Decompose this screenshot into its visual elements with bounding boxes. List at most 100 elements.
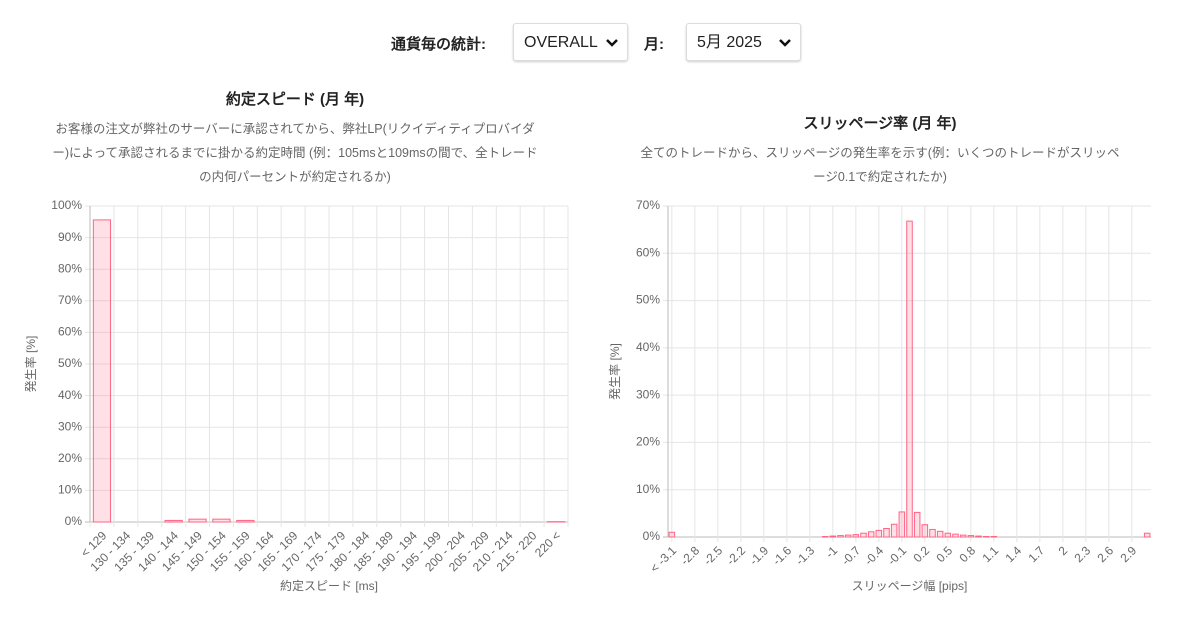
x-tick-label: 200 - 204 — [422, 528, 468, 574]
y-tick-label: 30% — [58, 419, 82, 433]
x-tick-label: 2 — [1056, 543, 1071, 558]
x-tick-label: 185 - 189 — [350, 528, 396, 574]
y-tick-label: 80% — [58, 261, 82, 275]
y-tick-label: 0% — [643, 529, 661, 543]
chart-title: スリッページ率 (月 年) — [803, 115, 957, 132]
x-tick-label: 195 - 199 — [398, 528, 444, 574]
x-tick-label: 1.4 — [1002, 543, 1024, 565]
y-tick-label: 20% — [58, 451, 82, 465]
x-tick-label: -0.7 — [839, 543, 864, 568]
x-tick-label: 155 - 159 — [207, 528, 253, 574]
bar — [975, 535, 982, 538]
currency-select[interactable]: OVERALL — [513, 23, 628, 61]
x-tick-label: 210 - 214 — [470, 528, 516, 574]
month-select[interactable]: 5月 2025 — [686, 23, 801, 61]
x-tick-label: 0.8 — [956, 543, 978, 565]
month-value: 5月 2025 — [697, 34, 762, 51]
x-axis-label: 約定スピード [ms] — [280, 578, 378, 593]
chevron — [779, 39, 791, 47]
bar — [829, 535, 837, 538]
bar — [867, 531, 875, 538]
y-tick-label: 50% — [636, 293, 660, 307]
bar — [844, 534, 852, 538]
y-tick-label: 70% — [636, 198, 660, 212]
x-tick-label: 180 - 184 — [326, 528, 372, 574]
x-tick-label: 0.2 — [910, 543, 932, 565]
y-tick-label: 100% — [51, 198, 82, 212]
y-tick-label: 70% — [58, 293, 82, 307]
bar — [952, 533, 959, 538]
bar — [898, 511, 906, 538]
x-axis-label: スリッページ幅 [pips] — [852, 578, 968, 593]
x-tick-label: 205 - 209 — [446, 528, 492, 574]
x-tick-label: 135 - 139 — [111, 528, 157, 574]
x-tick-label: -2.8 — [678, 543, 703, 568]
bar — [875, 529, 883, 538]
bar — [212, 518, 231, 523]
x-tick-label: -1 — [823, 543, 841, 561]
x-tick-label: 2.3 — [1071, 543, 1093, 565]
bar — [967, 535, 975, 538]
bar — [837, 535, 844, 538]
bar — [906, 220, 913, 538]
x-tick-label: 150 - 154 — [183, 528, 229, 574]
chart-subtitle: 全てのトレードから、スリッページの発生率を示す(例：いくつのトレードがスリッペー… — [640, 146, 1120, 184]
x-tick-label: 130 - 134 — [87, 528, 133, 574]
bar — [188, 518, 207, 523]
y-tick-label: 90% — [58, 230, 82, 244]
currency-label: 通貨毎の統計: — [391, 36, 486, 53]
y-axis-label: 発生率 [%] — [607, 343, 622, 400]
bar — [852, 534, 860, 538]
x-tick-label: < -3.1 — [647, 543, 679, 575]
y-tick-label: 60% — [636, 245, 660, 259]
x-tick-label: < 129 — [78, 528, 110, 560]
month-label: 月: — [644, 36, 664, 53]
x-tick-label: 175 - 179 — [303, 528, 349, 574]
x-tick-label: -1.3 — [793, 543, 818, 568]
bar — [936, 530, 944, 538]
x-tick-label: 0.5 — [933, 543, 955, 565]
y-tick-label: 60% — [58, 325, 82, 339]
x-tick-label: 2.9 — [1117, 543, 1139, 565]
bar — [860, 532, 867, 538]
x-tick-label: -0.1 — [885, 543, 910, 568]
x-tick-label: 190 - 194 — [374, 528, 420, 574]
x-tick-label: 160 - 164 — [231, 528, 277, 574]
y-tick-label: 10% — [636, 482, 660, 496]
bar — [883, 527, 890, 538]
x-tick-label: -2.2 — [724, 543, 749, 568]
x-tick-label: -2.5 — [701, 543, 726, 568]
bar — [1143, 532, 1151, 538]
chevron — [606, 39, 618, 47]
bar — [164, 519, 183, 523]
y-tick-label: 50% — [58, 356, 82, 370]
x-tick-label: 220 < — [532, 528, 563, 559]
y-tick-label: 40% — [58, 388, 82, 402]
x-tick-label: -1.6 — [770, 543, 795, 568]
chart-title: 約定スピード (月 年) — [225, 91, 365, 108]
y-axis-label: 発生率 [%] — [23, 336, 38, 393]
bar — [944, 532, 952, 538]
y-tick-label: 10% — [58, 483, 82, 497]
y-tick-label: 0% — [65, 514, 83, 528]
x-tick-label: 170 - 174 — [279, 528, 325, 574]
x-tick-label: -0.4 — [862, 543, 887, 568]
bar — [890, 523, 898, 538]
x-tick-label: 140 - 144 — [135, 528, 181, 574]
currency-value: OVERALL — [524, 34, 598, 51]
bar — [921, 524, 929, 538]
bar — [929, 528, 936, 538]
x-tick-label: -1.9 — [747, 543, 772, 568]
bar — [913, 511, 921, 538]
x-tick-label: 215 - 220 — [494, 528, 540, 574]
x-tick-label: 1.7 — [1025, 543, 1047, 565]
x-tick-label: 145 - 149 — [159, 528, 205, 574]
chart-subtitle: お客様の注文が弊社のサーバーに承認されてから、弊社LP(リクイディティプロバイダ… — [52, 122, 538, 184]
x-tick-label: 165 - 169 — [255, 528, 301, 574]
bar — [92, 219, 112, 523]
y-tick-label: 20% — [636, 435, 660, 449]
x-tick-label: 2.6 — [1094, 543, 1116, 565]
bar — [236, 519, 255, 523]
bar — [959, 534, 967, 538]
x-tick-label: 1.1 — [979, 543, 1001, 565]
